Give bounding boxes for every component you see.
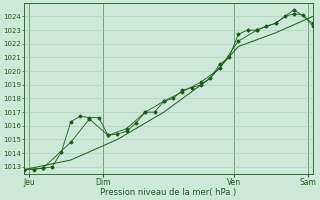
X-axis label: Pression niveau de la mer( hPa ): Pression niveau de la mer( hPa ) [100, 188, 237, 197]
